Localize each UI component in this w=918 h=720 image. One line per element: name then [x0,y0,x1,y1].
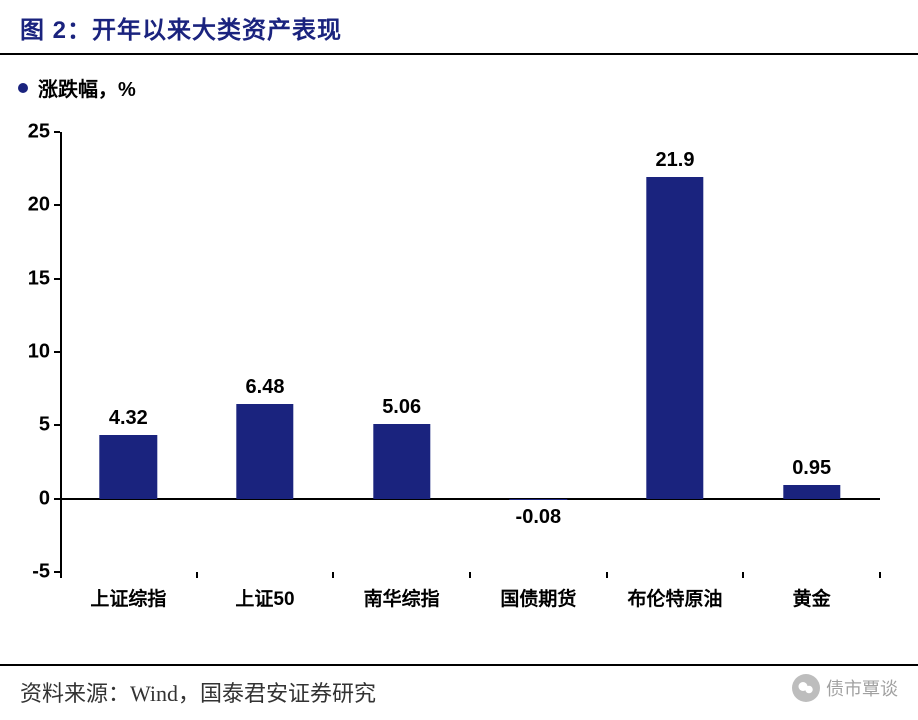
bar-value-label: 5.06 [382,396,421,419]
bar [373,424,430,498]
chart-title: 图 2：开年以来大类资产表现 [20,10,898,45]
bar [236,404,293,499]
wechat-icon [792,674,820,702]
bar-slot: 0.95 [743,132,880,572]
bar [100,435,157,498]
x-category-label: 上证综指 [90,584,166,611]
x-tick-mark [469,572,471,578]
x-category-label: 黄金 [793,584,831,611]
x-tick-mark [60,572,62,578]
x-tick-mark [332,572,334,578]
watermark: 债市覃谈 [792,674,898,702]
source-text: 资料来源：Wind，国泰君安证券研究 [20,681,376,706]
x-category-label: 布伦特原油 [627,584,722,611]
bar-value-label: -0.08 [516,506,562,529]
x-tick-mark [606,572,608,578]
watermark-text: 债市覃谈 [826,675,898,701]
bar-value-label: 4.32 [109,407,148,430]
source-bar: 资料来源：Wind，国泰君安证券研究 [0,664,918,720]
chart-title-bar: 图 2：开年以来大类资产表现 [0,0,918,55]
x-category-label: 南华综指 [364,584,440,611]
legend-marker [18,83,28,93]
x-category-label: 国债期货 [500,584,576,611]
x-category-label: 上证50 [235,584,294,611]
bar-value-label: 0.95 [792,457,831,480]
bar-value-label: 6.48 [246,376,285,399]
legend: 涨跌幅，% [0,55,918,112]
legend-label: 涨跌幅，% [38,73,136,102]
x-tick-mark [196,572,198,578]
chart-container: -505101520254.32上证综指6.48上证505.06南华综指-0.0… [10,122,890,632]
bar-slot: -0.08 [470,132,607,572]
bar-slot: 4.32 [60,132,197,572]
x-tick-mark [742,572,744,578]
bar [783,485,840,499]
bar-value-label: 21.9 [656,149,695,172]
bar [646,177,703,498]
bar-slot: 6.48 [197,132,334,572]
bar-slot: 21.9 [607,132,744,572]
bar-slot: 5.06 [333,132,470,572]
x-tick-mark [879,572,881,578]
bar [510,499,567,500]
plot-area: -505101520254.32上证综指6.48上证505.06南华综指-0.0… [60,132,880,572]
